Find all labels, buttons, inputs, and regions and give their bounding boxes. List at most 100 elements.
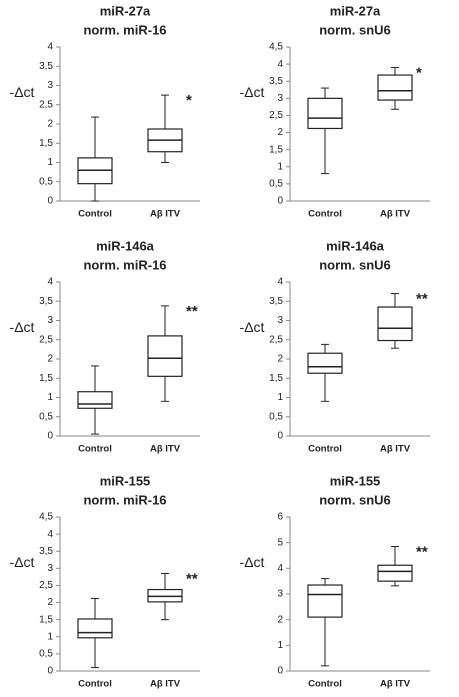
y-tick-label: 1,5 (269, 373, 283, 384)
y-tick-label: 0 (47, 196, 53, 207)
y-tick-label: 0,5 (269, 411, 283, 422)
y-tick-label: 3 (277, 315, 283, 326)
y-tick-label: 0 (277, 196, 283, 207)
panel: miR-27a norm. snU6 -Δct 0 0,5 1 1,5 2 2,5 3 3,5 4 4,… (240, 3, 430, 220)
y-tick-label: 3 (47, 315, 53, 326)
box (377, 74, 413, 101)
significance: ** (186, 570, 198, 587)
y-tick-label: 2,5 (39, 580, 53, 591)
y-tick-label: 2 (277, 127, 283, 138)
chart-subtitle: norm. miR-16 (83, 22, 166, 37)
box (377, 564, 413, 582)
y-tick-label: 3 (47, 563, 53, 574)
y-tick-label: 6 (277, 512, 283, 523)
y-tick-label: 0,5 (39, 649, 53, 660)
y-tick-label: 4,5 (269, 42, 283, 53)
x-tick-label: Aβ ITV (380, 209, 411, 220)
x-tick-label: Control (308, 209, 342, 220)
box (307, 584, 343, 618)
y-tick-label: 1 (47, 392, 53, 403)
y-tick-label: 1 (47, 157, 53, 168)
x-tick-label: Aβ ITV (380, 679, 411, 690)
y-tick-label: 1,5 (39, 138, 53, 149)
y-tick-label: 5 (277, 537, 283, 548)
y-tick-label: 2,5 (39, 334, 53, 345)
y-tick-label: 4 (277, 59, 283, 70)
x-tick-label: Aβ ITV (380, 444, 411, 455)
x-tick-label: Control (308, 444, 342, 455)
chart-title: miR-27a (100, 3, 151, 18)
y-tick-label: 3,5 (39, 546, 53, 557)
significance: ** (416, 543, 428, 560)
y-tick-label: 3 (277, 589, 283, 600)
y-axis-label: -Δct (10, 554, 35, 570)
panel: miR-146a norm. snU6 -Δct 0 0,5 1 1,5 2 2,5 3 3,5 4 C… (240, 238, 430, 455)
y-tick-label: 2 (47, 354, 53, 365)
box (77, 391, 113, 409)
y-tick-label: 1,5 (39, 373, 53, 384)
box (377, 306, 413, 342)
y-axis-label: -Δct (240, 84, 265, 100)
y-tick-label: 3,5 (269, 296, 283, 307)
y-tick-label: 1 (277, 640, 283, 651)
y-axis-label: -Δct (240, 319, 265, 335)
box (147, 335, 183, 377)
y-tick-label: 0 (277, 431, 283, 442)
chart-subtitle: norm. snU6 (319, 257, 391, 272)
y-tick-label: 2,5 (269, 334, 283, 345)
chart-subtitle: norm. miR-16 (83, 492, 166, 507)
x-tick-label: Aβ ITV (150, 209, 181, 220)
y-tick-label: 0,5 (39, 176, 53, 187)
significance: ** (186, 303, 198, 320)
y-tick-label: 1 (47, 631, 53, 642)
panel: miR-146a norm. miR-16 -Δct 0 0,5 1 1,5 2 2,5 3 3,5… (10, 238, 200, 455)
y-tick-label: 1 (277, 392, 283, 403)
y-tick-label: 2 (47, 597, 53, 608)
y-tick-label: 2 (277, 354, 283, 365)
y-tick-label: 4 (47, 277, 53, 288)
y-tick-label: 0 (277, 666, 283, 677)
y-tick-label: 0 (47, 666, 53, 677)
y-tick-label: 2,5 (269, 110, 283, 121)
chart-subtitle: norm. snU6 (319, 492, 391, 507)
x-tick-label: Aβ ITV (150, 444, 181, 455)
y-tick-label: 4 (277, 563, 283, 574)
significance: ** (416, 291, 428, 308)
chart-title: miR-27a (330, 3, 381, 18)
chart-subtitle: norm. miR-16 (83, 257, 166, 272)
x-tick-label: Control (308, 679, 342, 690)
y-tick-label: 0 (47, 431, 53, 442)
box (307, 97, 343, 130)
y-tick-label: 3,5 (269, 76, 283, 87)
y-axis-label: -Δct (10, 319, 35, 335)
y-axis-label: -Δct (10, 84, 35, 100)
significance: * (416, 65, 422, 82)
y-tick-label: 0,5 (269, 179, 283, 190)
panel: miR-155 norm. snU6 -Δct 0 1 2 3 4 5 6 Control Aβ IT… (240, 473, 430, 690)
y-tick-label: 2,5 (39, 99, 53, 110)
chart-title: miR-155 (330, 473, 381, 488)
chart-subtitle: norm. snU6 (319, 22, 391, 37)
y-tick-label: 3,5 (39, 296, 53, 307)
panel: miR-155 norm. miR-16 -Δct 0 0,5 1 1,5 2 2,5 3 3,5 4… (10, 473, 200, 690)
box (77, 618, 113, 639)
y-tick-label: 3,5 (39, 61, 53, 72)
x-tick-label: Aβ ITV (150, 679, 181, 690)
y-tick-label: 3 (277, 93, 283, 104)
y-tick-label: 4 (47, 42, 53, 53)
y-tick-label: 4 (277, 277, 283, 288)
chart-title: miR-146a (96, 238, 155, 253)
y-axis-label: -Δct (240, 554, 265, 570)
x-tick-label: Control (78, 444, 112, 455)
y-tick-label: 2 (47, 119, 53, 130)
y-tick-label: 2 (277, 614, 283, 625)
chart-title: miR-146a (326, 238, 385, 253)
y-tick-label: 1 (277, 161, 283, 172)
panel: miR-27a norm. miR-16 -Δct 0 0,5 1 1,5 2 2,5 3 3,5 4… (10, 3, 200, 220)
x-tick-label: Control (78, 209, 112, 220)
x-tick-label: Control (78, 679, 112, 690)
significance: * (186, 92, 192, 109)
y-tick-label: 1,5 (39, 614, 53, 625)
y-tick-label: 4,5 (39, 512, 53, 523)
